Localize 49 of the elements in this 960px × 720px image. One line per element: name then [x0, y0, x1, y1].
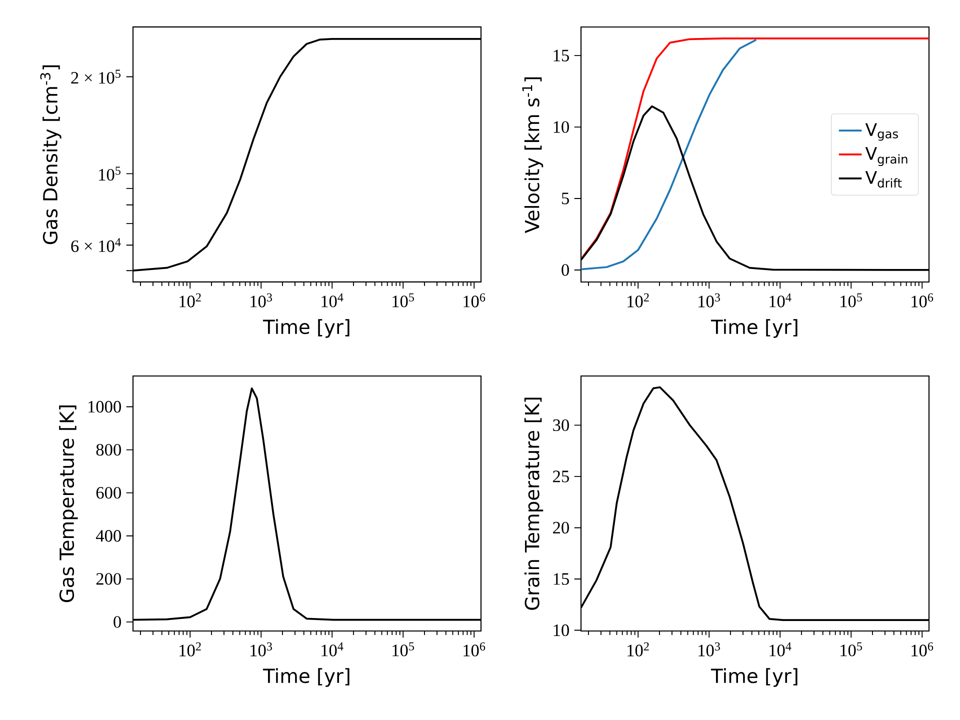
x-tick-label: 10$^{6}$: [912, 642, 934, 656]
x-tick-label: 10$^{3}$: [250, 642, 272, 656]
x-tick-label: 10$^{2}$: [180, 642, 201, 656]
x-tick-label: 10$^{2}$: [180, 293, 201, 308]
y-tick-label: 15: [554, 573, 569, 585]
x-axis-title: Time [yr]: [262, 319, 350, 338]
x-tick-label: 10$^{4}$: [770, 293, 792, 308]
x-tick-label: 10$^{6}$: [912, 293, 934, 308]
x-tick-label: 10$^{4}$: [322, 293, 344, 308]
y-tick-label: 25: [553, 470, 569, 482]
y-tick-label: 800: [96, 444, 121, 456]
y-tick-label: 2 × 10$^{5}$: [71, 70, 120, 84]
y-axis-title: Gas Temperature [K]: [59, 405, 78, 602]
y-axis-title: Gas Density [cm$^{-3}$]: [40, 65, 62, 244]
x-tick-label: 10$^{5}$: [840, 293, 862, 308]
x-tick-label: 10$^{2}$: [628, 293, 649, 308]
y-tick-label: 0: [562, 264, 569, 276]
legend-label: V$_{drift}$: [865, 171, 902, 188]
x-tick-label: 10$^{3}$: [698, 293, 720, 308]
x-tick-label: 10$^{6}$: [464, 642, 486, 656]
x-tick-label: 10$^{5}$: [392, 642, 414, 656]
x-tick-label: 10$^{4}$: [322, 642, 344, 656]
legend-label: V$_{gas}$: [865, 123, 898, 141]
y-tick-label: 10$^{5}$: [99, 166, 120, 181]
y-tick-label: 600: [96, 486, 121, 499]
x-tick-label: 10$^{4}$: [770, 642, 792, 656]
y-tick-label: 400: [96, 530, 121, 542]
y-axis-title: Grain Temperature [K]: [524, 398, 544, 610]
x-tick-label: 10$^{3}$: [698, 642, 720, 656]
y-axis-title: Velocity [km s$^{-1}$]: [522, 77, 544, 234]
legend-label: V$_{grain}$: [865, 147, 908, 166]
x-tick-label: 10$^{6}$: [464, 293, 486, 308]
x-tick-label: 10$^{3}$: [250, 293, 272, 308]
x-axis-title: Time [yr]: [262, 668, 350, 687]
y-tick-label: 1000: [88, 400, 121, 413]
y-tick-label: 10: [554, 624, 569, 636]
y-tick-label: 6 × 10$^{4}$: [71, 238, 121, 252]
x-tick-label: 10$^{5}$: [840, 642, 862, 656]
y-tick-label: 10: [554, 121, 569, 133]
x-axis-title: Time [yr]: [710, 668, 798, 687]
y-tick-label: 200: [96, 573, 121, 585]
y-tick-label: 30: [553, 419, 569, 432]
x-axis-title: Time [yr]: [710, 319, 798, 338]
x-tick-label: 10$^{2}$: [628, 642, 649, 656]
y-tick-label: 15: [554, 50, 569, 62]
x-tick-label: 10$^{5}$: [392, 293, 414, 308]
y-tick-label: 0: [114, 616, 121, 628]
y-tick-label: 5: [562, 192, 569, 204]
y-tick-label: 20: [553, 522, 569, 534]
